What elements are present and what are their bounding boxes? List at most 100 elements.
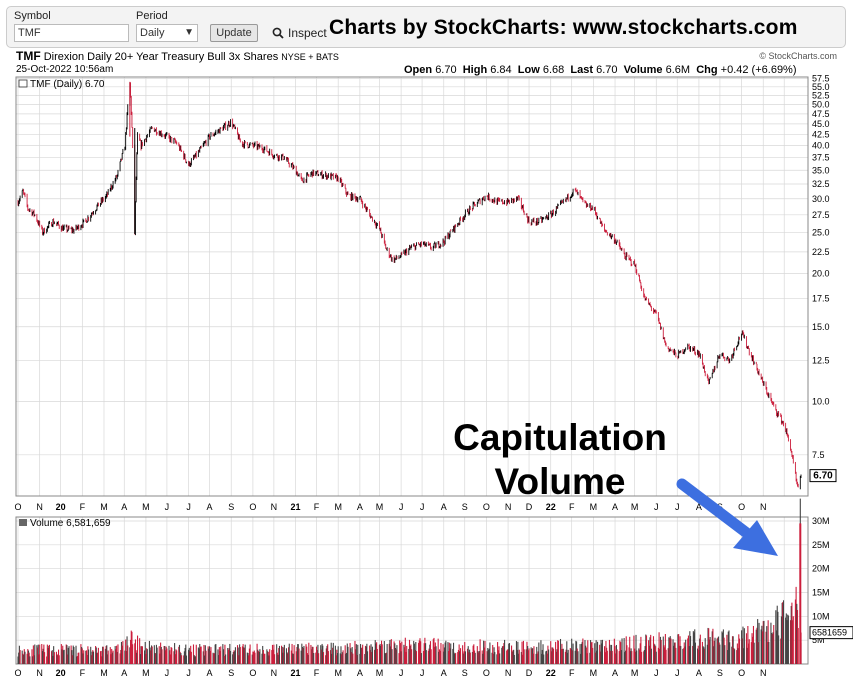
annotation-arrow-shaft — [676, 478, 758, 543]
y-tick-label: 27.5 — [812, 210, 830, 220]
x-tick-label: O — [483, 502, 490, 512]
symbol-label: Symbol — [14, 10, 51, 22]
x-tick-label: M — [376, 668, 384, 678]
y-tick-label: 22.5 — [812, 247, 830, 257]
volume-tick-label: 30M — [812, 516, 830, 526]
x-tick-label: F — [314, 668, 320, 678]
x-tick-label: N — [505, 502, 512, 512]
annotation: Capitulation Volume — [410, 416, 710, 504]
y-tick-label: 7.5 — [812, 450, 825, 460]
x-tick-label: N — [760, 668, 767, 678]
volume-tick-label: 10M — [812, 611, 830, 621]
x-tick-label: J — [675, 502, 680, 512]
x-tick-label: J — [165, 502, 170, 512]
y-tick-label: 47.5 — [812, 109, 830, 119]
x-tick-label: A — [357, 502, 363, 512]
period-label: Period — [136, 10, 168, 22]
volume-legend: Volume 6,581,659 — [30, 518, 111, 529]
x-tick-label: 20 — [56, 668, 66, 678]
x-tick-label: M — [334, 668, 342, 678]
x-tick-label: F — [80, 668, 86, 678]
quote-key: Chg — [696, 64, 718, 76]
y-tick-label: 25.0 — [812, 227, 830, 237]
toolbar: Symbol TMF Period Daily ▼ Update Inspect — [6, 6, 846, 48]
quote-key: Volume — [623, 64, 663, 76]
y-tick-label: 45.0 — [812, 119, 830, 129]
price-legend-icon — [18, 79, 28, 88]
x-tick-label: M — [142, 668, 150, 678]
y-tick-label: 20.0 — [812, 269, 830, 279]
update-button[interactable]: Update — [210, 24, 258, 42]
quote-key: Open — [404, 64, 433, 76]
x-tick-label: S — [462, 668, 468, 678]
quote-value: 6.84 — [490, 64, 512, 76]
x-tick-label: M — [334, 502, 342, 512]
last-price-box — [809, 469, 837, 483]
y-tick-label: 30.0 — [812, 194, 830, 204]
x-tick-label: M — [142, 502, 150, 512]
y-tick-label: 35.0 — [812, 165, 830, 175]
last-volume-box — [809, 626, 853, 640]
x-tick-label: A — [121, 502, 127, 512]
x-tick-label: O — [738, 502, 745, 512]
copyright: © StockCharts.com — [759, 51, 837, 61]
x-tick-label: O — [249, 668, 256, 678]
x-tick-label: D — [526, 668, 533, 678]
x-tick-label: A — [207, 668, 213, 678]
x-tick-label: S — [462, 502, 468, 512]
x-tick-label: A — [121, 668, 127, 678]
x-tick-label: A — [207, 502, 213, 512]
x-tick-label: J — [186, 668, 191, 678]
x-tick-label: F — [80, 502, 86, 512]
x-tick-label: F — [569, 502, 575, 512]
x-tick-label: J — [399, 502, 404, 512]
period-select[interactable]: Daily ▼ — [136, 24, 198, 42]
inspect-button[interactable]: Inspect — [288, 26, 327, 40]
y-tick-label: 32.5 — [812, 179, 830, 189]
symbol-input[interactable]: TMF — [14, 24, 129, 42]
chart-title: TMF Direxion Daily 20+ Year Treasury Bul… — [16, 49, 339, 63]
x-tick-label: M — [590, 668, 598, 678]
y-tick-label: 15.0 — [812, 322, 830, 332]
last-volume-label: 6581659 — [812, 628, 847, 638]
y-tick-label: 37.5 — [812, 153, 830, 163]
search-icon[interactable] — [272, 26, 284, 39]
annotation-line-1: Capitulation — [453, 417, 667, 458]
x-tick-label: M — [376, 502, 384, 512]
x-tick-label: O — [483, 668, 490, 678]
quote-value: +0.42 (+6.69%) — [720, 64, 797, 76]
x-tick-label: O — [738, 668, 745, 678]
volume-tick-label: 15M — [812, 588, 830, 598]
x-tick-label: J — [420, 502, 425, 512]
x-tick-label: N — [760, 502, 767, 512]
volume-panel-frame — [15, 516, 809, 665]
x-tick-label: J — [165, 668, 170, 678]
x-tick-label: M — [631, 502, 639, 512]
quote-key: Last — [570, 64, 594, 76]
quote-value: 6.6M — [665, 64, 691, 76]
annotation-arrow — [676, 478, 778, 556]
y-tick-label: 42.5 — [812, 129, 830, 139]
y-tick-label: 17.5 — [812, 293, 830, 303]
quote-value: 6.70 — [435, 64, 457, 76]
x-tick-label: A — [696, 502, 702, 512]
y-tick-label: 52.5 — [812, 90, 830, 100]
annotation-arrow-head — [733, 520, 778, 556]
x-tick-label: A — [612, 502, 618, 512]
x-tick-label: 22 — [546, 502, 556, 512]
volume-legend-icon — [19, 519, 27, 526]
x-tick-label: S — [717, 668, 723, 678]
y-tick-label: 55.0 — [812, 82, 830, 92]
x-tick-label: 21 — [291, 502, 301, 512]
x-tick-label: S — [228, 502, 234, 512]
x-tick-label: F — [314, 502, 320, 512]
x-tick-label: J — [420, 668, 425, 678]
x-tick-label: N — [505, 668, 512, 678]
fund-name: Direxion Daily 20+ Year Treasury Bull 3x… — [43, 51, 279, 63]
x-tick-label: D — [526, 502, 533, 512]
quote-value: 6.68 — [542, 64, 565, 76]
x-tick-label: J — [675, 668, 680, 678]
x-tick-label: 20 — [56, 502, 66, 512]
annotation-line-2: Volume — [494, 461, 626, 502]
